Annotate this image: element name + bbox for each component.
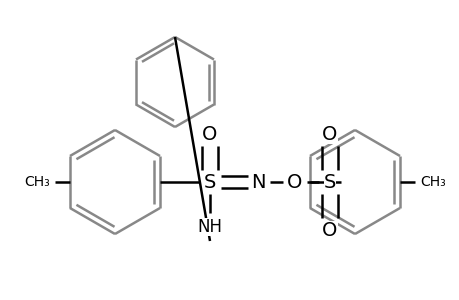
- Text: S: S: [203, 172, 216, 191]
- Text: CH₃: CH₃: [419, 175, 445, 189]
- Text: O: O: [287, 172, 302, 191]
- Text: CH₃: CH₃: [24, 175, 50, 189]
- Text: S: S: [323, 172, 336, 191]
- Text: N: N: [250, 172, 265, 191]
- Text: O: O: [322, 220, 337, 239]
- Text: NH: NH: [197, 218, 222, 236]
- Text: O: O: [322, 124, 337, 143]
- Text: O: O: [202, 124, 217, 143]
